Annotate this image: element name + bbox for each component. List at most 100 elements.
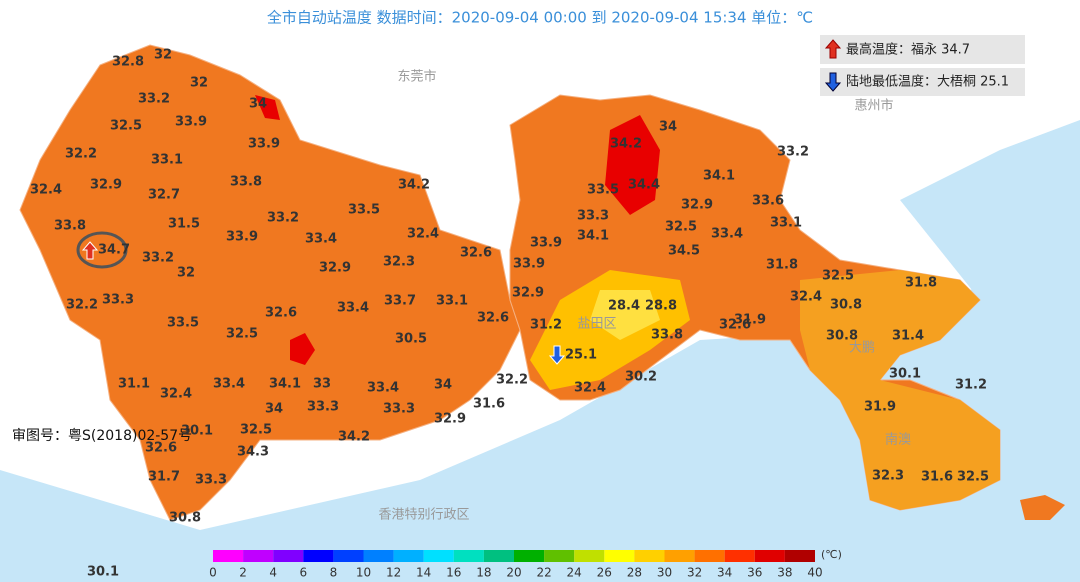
min-icon (548, 345, 566, 365)
station-temp: 33.1 (770, 216, 802, 231)
station-temp: 33.9 (513, 257, 545, 272)
station-temp: 34.2 (610, 137, 642, 152)
station-temp: 31.9 (734, 313, 766, 328)
place-name: 惠州市 (854, 98, 893, 114)
region-hot (290, 333, 315, 365)
station-temp: 33.2 (138, 92, 170, 107)
scale-tick: 16 (446, 566, 461, 580)
station-temp: 34 (434, 378, 452, 393)
scale-swatch (393, 550, 424, 562)
station-temp: 32.6 (265, 306, 297, 321)
station-temp: 31.9 (864, 400, 896, 415)
station-temp: 33.5 (167, 316, 199, 331)
station-temp: 33.9 (175, 115, 207, 130)
title: 全市自动站温度 数据时间：2020-09-04 00:00 到 2020-09-… (267, 9, 813, 27)
station-temp: 31.6 (473, 397, 505, 412)
station-temp: 32 (177, 266, 195, 281)
region-west (19, 44, 521, 521)
station-temp: 33.4 (711, 227, 743, 242)
station-temp: 33.3 (307, 400, 339, 415)
region-warm (800, 270, 1000, 510)
station-temp: 34.7 (98, 243, 130, 258)
scale-tick: 36 (747, 566, 762, 580)
station-temp: 31.1 (118, 377, 150, 392)
scale-tick: 14 (416, 566, 431, 580)
legend-max: 最高温度：福永 34.7 (846, 42, 970, 58)
legend-box (820, 68, 1025, 96)
station-temp: 30.2 (625, 370, 657, 385)
station-temp: 32.5 (822, 269, 854, 284)
scale-swatch (784, 550, 815, 562)
station-temp: 34.4 (628, 178, 660, 193)
station-temp: 30.1 (181, 424, 213, 439)
station-temp: 32.4 (160, 387, 192, 402)
station-temp: 32.5 (957, 470, 989, 485)
station-temp: 32.2 (65, 147, 97, 162)
place-name: 南澳 (885, 432, 911, 448)
scale-tick: 10 (356, 566, 371, 580)
station-temp: 31.6 (921, 470, 953, 485)
station-temp: 33.7 (384, 294, 416, 309)
station-temp: 33.4 (305, 232, 337, 247)
sea (900, 120, 1080, 300)
station-temp: 33.2 (777, 145, 809, 160)
scale-swatch (694, 550, 725, 562)
region-hot (255, 95, 280, 120)
region-hot (605, 115, 660, 215)
station-temp: 32.2 (496, 373, 528, 388)
island (1020, 495, 1065, 520)
station-temp: 31.5 (168, 217, 200, 232)
scale-tick: 24 (567, 566, 582, 580)
station-temp: 33.2 (267, 211, 299, 226)
station-temp: 32.5 (240, 423, 272, 438)
station-temp: 33.4 (213, 377, 245, 392)
scale-swatch (273, 550, 304, 562)
station-temp: 32.5 (665, 220, 697, 235)
scale-swatch (243, 550, 274, 562)
station-temp: 34.1 (269, 377, 301, 392)
scale-tick: 4 (269, 566, 277, 580)
place-name: 大鹏 (849, 341, 875, 356)
station-temp: 32.4 (574, 381, 606, 396)
station-temp: 33.9 (226, 230, 258, 245)
scale-swatch (453, 550, 484, 562)
scale-tick: 0 (209, 566, 217, 580)
station-temp: 33.3 (383, 402, 415, 417)
scale-tick: 28 (627, 566, 642, 580)
scale-swatch (664, 550, 695, 562)
scale-swatch (303, 550, 334, 562)
station-temp: 32 (154, 48, 172, 63)
sea (0, 250, 1080, 582)
station-temp: 33.8 (230, 175, 262, 190)
scale-tick: 40 (807, 566, 822, 580)
scale-tick: 18 (476, 566, 491, 580)
min-icon (824, 72, 842, 92)
station-temp: 34 (659, 120, 677, 135)
station-temp: 32.9 (434, 412, 466, 427)
station-temp: 33.3 (102, 293, 134, 308)
scale-swatch (754, 550, 785, 562)
station-temp: 30.8 (826, 329, 858, 344)
scale-tick: 30 (657, 566, 672, 580)
station-temp: 32.3 (872, 469, 904, 484)
station-temp: 33.3 (577, 209, 609, 224)
station-temp: 34.2 (338, 430, 370, 445)
station-temp: 31.2 (955, 378, 987, 393)
station-temp: 31.8 (905, 276, 937, 291)
station-temp: 34.1 (577, 229, 609, 244)
station-temp: 33.2 (142, 251, 174, 266)
scale-tick: 12 (386, 566, 401, 580)
station-temp: 33.6 (752, 194, 784, 209)
scale-tick: 8 (330, 566, 338, 580)
scale-tick: 6 (299, 566, 307, 580)
station-temp: 34.5 (668, 244, 700, 259)
scale-swatch (514, 550, 545, 562)
legend-min: 陆地最低温度：大梧桐 25.1 (846, 74, 1009, 90)
scale-tick: 32 (687, 566, 702, 580)
station-temp: 32.6 (477, 311, 509, 326)
station-temp: 32.4 (30, 183, 62, 198)
place-name: 盐田区 (577, 317, 616, 332)
station-temp: 33.1 (436, 294, 468, 309)
station-temp: 33.9 (530, 236, 562, 251)
review-number: 审图号：粤S(2018)02-57号 (12, 428, 192, 444)
